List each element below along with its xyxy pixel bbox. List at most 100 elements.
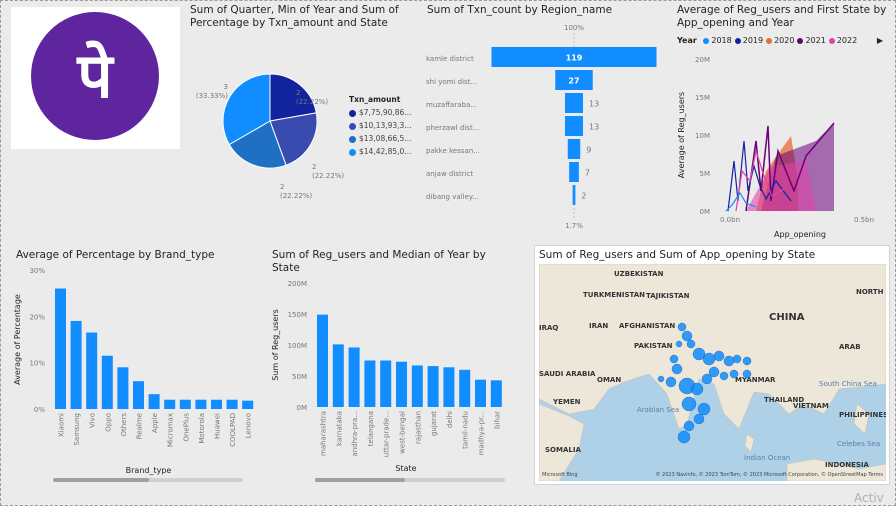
legend-scroll-arrow-icon[interactable]: ▶ (876, 36, 883, 45)
map-card: Sum of Reg_users and Sum of App_opening … (534, 245, 890, 485)
bar[interactable] (117, 367, 129, 409)
area-chart[interactable]: 20M 15M 10M 5M 0M 0.0bn 0.5bn App_opening Averag… (674, 49, 892, 239)
map-bubble[interactable] (677, 430, 691, 444)
map-bubble[interactable] (732, 354, 742, 364)
funnel-row-label: muzaffaraba... (426, 101, 477, 109)
pie-legend-item[interactable]: $7,75,90,86... (349, 106, 419, 119)
map-bubble[interactable] (719, 371, 729, 381)
area-legend-title: Year (677, 36, 697, 45)
funnel-bar[interactable] (491, 47, 657, 67)
x-tick-label: OnePlus (182, 413, 190, 442)
bar[interactable] (380, 360, 392, 408)
bar[interactable] (86, 332, 98, 409)
area-line-2021[interactable] (745, 122, 835, 212)
year-legend-item[interactable]: 2021 (797, 36, 826, 45)
area-line-2022[interactable] (735, 148, 785, 212)
bar[interactable] (443, 367, 455, 407)
funnel-bar[interactable] (564, 116, 584, 136)
bar[interactable] (148, 394, 160, 409)
state-chart[interactable]: 200M 150M 100M 50M 0M maharashtra karnataka and… (269, 271, 519, 481)
pie-legend-title: Txn_amount (349, 95, 401, 104)
map-bubble[interactable] (675, 340, 683, 348)
brand-scrollbar[interactable] (53, 478, 243, 482)
funnel-bar[interactable] (564, 93, 584, 113)
year-legend-item[interactable]: 2020 (766, 36, 794, 45)
pie-legend-item[interactable]: $13,08,66,5... (349, 132, 419, 145)
map-bubble[interactable] (693, 413, 705, 425)
map-bubble[interactable] (742, 369, 752, 379)
map-bubble[interactable] (729, 369, 739, 379)
map-bubble[interactable] (708, 366, 720, 378)
year-legend-item[interactable]: 2018 (703, 36, 732, 45)
state-scrollbar[interactable] (315, 478, 505, 482)
map-bubble[interactable] (697, 402, 711, 416)
bar[interactable] (55, 288, 66, 409)
map-bubble[interactable] (701, 373, 713, 385)
bar[interactable] (475, 379, 486, 407)
map-bubble[interactable] (681, 330, 693, 342)
bar[interactable] (396, 361, 407, 407)
y-tick-label: 20M (695, 56, 710, 64)
map-bubble[interactable] (665, 376, 677, 388)
map-bubble[interactable] (690, 382, 704, 396)
bar[interactable] (195, 399, 207, 409)
map-bubble[interactable] (683, 420, 695, 432)
state-chart-title: Sum of Reg_users and Median of Year by S… (272, 249, 486, 274)
bar[interactable] (179, 399, 191, 409)
map-canvas[interactable]: UZBEKISTAN TURKMENISTAN TAJIKISTAN NORTH IRA… (539, 264, 886, 481)
x-tick-label: Apple (151, 413, 159, 433)
pie-slice[interactable] (222, 73, 271, 146)
bar[interactable] (332, 344, 344, 407)
bar[interactable] (427, 366, 439, 407)
bar[interactable] (459, 369, 471, 407)
bar[interactable] (164, 399, 176, 409)
bar[interactable] (348, 347, 360, 407)
bar[interactable] (226, 399, 238, 409)
map-bubble[interactable] (742, 356, 752, 366)
map-bubble[interactable] (723, 355, 735, 367)
x-tick-label: maharashtra (320, 411, 328, 456)
brand-chart[interactable]: 30% 20% 10% 0% Xiaomi Samsung Vivo Oppo Others Re… (11, 261, 256, 481)
x-tick-label: madhya-pr... (478, 411, 486, 455)
pie-chart[interactable]: 2(22.22%)2(22.22%)2(22.22%)3(33.33%) (190, 61, 420, 201)
bar[interactable] (490, 380, 502, 407)
state-scrollbar-thumb[interactable] (315, 478, 405, 482)
brand-scrollbar-thumb[interactable] (53, 478, 149, 482)
funnel-bar[interactable] (569, 162, 579, 182)
pie-slice[interactable] (228, 120, 287, 169)
map-bubble[interactable] (671, 363, 683, 375)
pie-legend-item[interactable]: $14,42,85,0... (349, 145, 419, 158)
bar[interactable] (133, 381, 144, 409)
map-bubble[interactable] (681, 396, 697, 412)
bar[interactable] (101, 355, 113, 409)
funnel-bar[interactable] (567, 139, 581, 159)
map-bubble[interactable] (686, 339, 696, 349)
map-place-label: IRAN (589, 322, 608, 330)
bar[interactable] (211, 399, 222, 409)
legend-marker (349, 122, 356, 130)
map-bubble[interactable] (713, 350, 725, 362)
area-line-2018[interactable] (725, 191, 757, 212)
area-series-2022[interactable] (746, 161, 816, 211)
bar[interactable] (364, 360, 376, 408)
pie-legend-item[interactable]: $10,13,93,3... (349, 119, 419, 132)
year-legend-item[interactable]: 2022 (828, 36, 857, 45)
bar[interactable] (70, 320, 82, 409)
map-bubble[interactable] (669, 354, 679, 364)
bar[interactable] (317, 314, 328, 407)
funnel-bar[interactable] (572, 185, 576, 205)
year-legend-item[interactable]: 2019 (734, 36, 763, 45)
pie-slice[interactable] (269, 73, 317, 122)
bar[interactable] (242, 400, 254, 409)
funnel-row-label: anjaw district (426, 170, 473, 178)
map-bubble[interactable] (677, 322, 687, 332)
x-tick-label: Lenovo (245, 413, 253, 438)
map-bubble[interactable] (692, 347, 706, 361)
map-bubble[interactable] (702, 352, 716, 366)
funnel-bar[interactable] (555, 70, 593, 90)
map-place-label: UZBEKISTAN (614, 270, 664, 278)
bar[interactable] (411, 365, 423, 407)
map-bubble[interactable] (657, 375, 665, 383)
map-view[interactable]: UZBEKISTAN TURKMENISTAN TAJIKISTAN NORTH IRA… (539, 264, 886, 481)
